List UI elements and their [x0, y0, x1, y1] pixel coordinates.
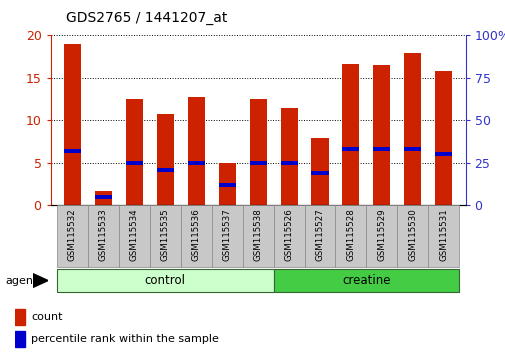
Bar: [403, 147, 421, 151]
Bar: [342, 64, 359, 205]
Bar: [428, 205, 459, 267]
Bar: [280, 161, 297, 165]
Bar: [218, 163, 235, 205]
Text: GSM115526: GSM115526: [284, 209, 293, 261]
Bar: [125, 161, 142, 165]
Text: GSM115529: GSM115529: [377, 209, 386, 261]
Bar: [311, 171, 328, 175]
Bar: [218, 183, 235, 187]
Bar: [273, 269, 459, 292]
Bar: [94, 195, 112, 199]
Bar: [273, 205, 304, 267]
Bar: [157, 168, 173, 172]
Text: GSM115538: GSM115538: [253, 209, 262, 261]
Bar: [335, 205, 366, 267]
Text: GDS2765 / 1441207_at: GDS2765 / 1441207_at: [66, 11, 227, 25]
Bar: [403, 53, 421, 205]
Bar: [187, 97, 204, 205]
Bar: [94, 191, 112, 205]
Text: GSM115527: GSM115527: [315, 209, 324, 261]
Text: control: control: [144, 274, 185, 286]
Bar: [119, 205, 149, 267]
Bar: [125, 99, 142, 205]
Bar: [396, 205, 428, 267]
Text: GSM115536: GSM115536: [191, 209, 200, 261]
Bar: [434, 153, 451, 156]
Text: GSM115533: GSM115533: [98, 209, 108, 261]
Bar: [64, 149, 81, 153]
Text: GSM115528: GSM115528: [346, 209, 355, 261]
Bar: [242, 205, 273, 267]
Bar: [211, 205, 242, 267]
Text: GSM115537: GSM115537: [222, 209, 231, 261]
Bar: [149, 205, 180, 267]
Bar: [249, 99, 266, 205]
Bar: [342, 147, 359, 151]
Text: count: count: [31, 312, 63, 322]
Text: GSM115535: GSM115535: [161, 209, 169, 261]
Bar: [57, 205, 87, 267]
Bar: [15, 309, 25, 325]
Bar: [304, 205, 335, 267]
Bar: [434, 71, 451, 205]
Bar: [64, 44, 81, 205]
Text: percentile rank within the sample: percentile rank within the sample: [31, 334, 219, 344]
Text: GSM115532: GSM115532: [68, 209, 77, 261]
Text: GSM115531: GSM115531: [438, 209, 447, 261]
Bar: [249, 161, 266, 165]
Bar: [311, 138, 328, 205]
Bar: [187, 161, 204, 165]
Bar: [373, 147, 390, 151]
Bar: [373, 65, 390, 205]
Bar: [157, 114, 173, 205]
Text: GSM115534: GSM115534: [129, 209, 138, 261]
Bar: [15, 331, 25, 347]
Text: creatine: creatine: [341, 274, 390, 286]
Bar: [57, 269, 273, 292]
Bar: [366, 205, 396, 267]
Bar: [87, 205, 119, 267]
Bar: [280, 108, 297, 205]
Text: agent: agent: [5, 276, 37, 286]
Bar: [180, 205, 211, 267]
Polygon shape: [33, 274, 48, 287]
Text: GSM115530: GSM115530: [408, 209, 417, 261]
